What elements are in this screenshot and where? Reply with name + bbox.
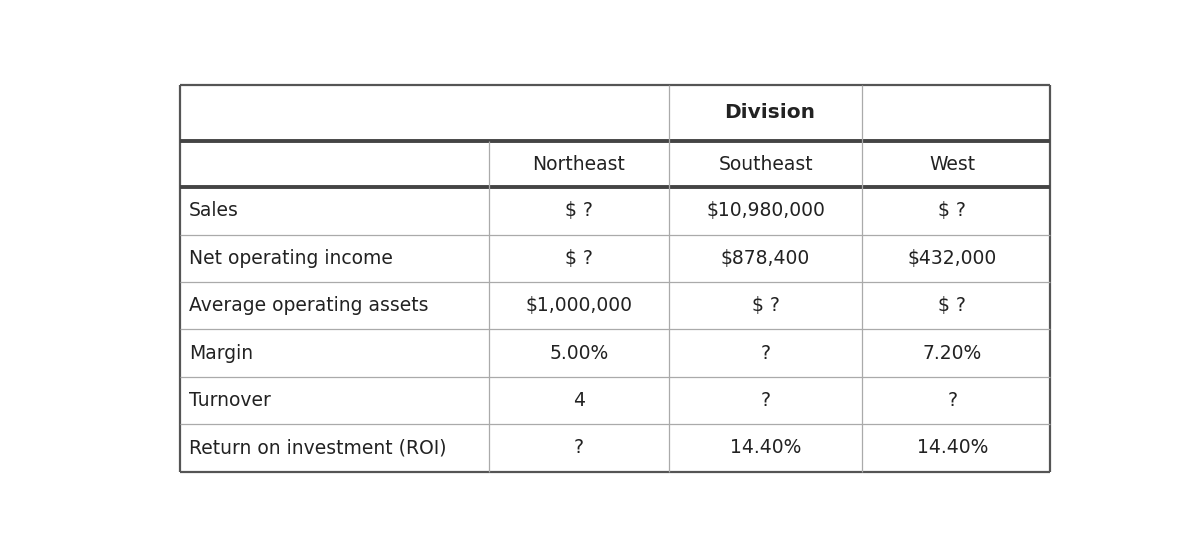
Text: 14.40%: 14.40% bbox=[730, 438, 802, 458]
Text: 5.00%: 5.00% bbox=[550, 344, 608, 363]
Text: ?: ? bbox=[761, 391, 770, 410]
Text: $878,400: $878,400 bbox=[721, 249, 810, 268]
Text: Net operating income: Net operating income bbox=[190, 249, 392, 268]
Text: $1,000,000: $1,000,000 bbox=[526, 296, 632, 315]
Text: Turnover: Turnover bbox=[190, 391, 271, 410]
Text: $ ?: $ ? bbox=[565, 202, 593, 220]
Text: Northeast: Northeast bbox=[533, 155, 625, 174]
Text: $ ?: $ ? bbox=[938, 202, 966, 220]
Text: ?: ? bbox=[947, 391, 958, 410]
Text: $ ?: $ ? bbox=[751, 296, 780, 315]
Text: 4: 4 bbox=[572, 391, 584, 410]
Text: $432,000: $432,000 bbox=[907, 249, 997, 268]
Text: Margin: Margin bbox=[190, 344, 253, 363]
Text: ?: ? bbox=[574, 438, 584, 458]
Text: $10,980,000: $10,980,000 bbox=[706, 202, 826, 220]
Text: $ ?: $ ? bbox=[565, 249, 593, 268]
Text: 7.20%: 7.20% bbox=[923, 344, 982, 363]
Text: ?: ? bbox=[761, 344, 770, 363]
Text: Division: Division bbox=[724, 104, 815, 122]
Text: $ ?: $ ? bbox=[938, 296, 966, 315]
Text: Southeast: Southeast bbox=[719, 155, 812, 174]
Text: West: West bbox=[929, 155, 976, 174]
Text: Average operating assets: Average operating assets bbox=[190, 296, 428, 315]
Text: 14.40%: 14.40% bbox=[917, 438, 988, 458]
Text: Sales: Sales bbox=[190, 202, 239, 220]
Text: Return on investment (ROI): Return on investment (ROI) bbox=[190, 438, 446, 458]
